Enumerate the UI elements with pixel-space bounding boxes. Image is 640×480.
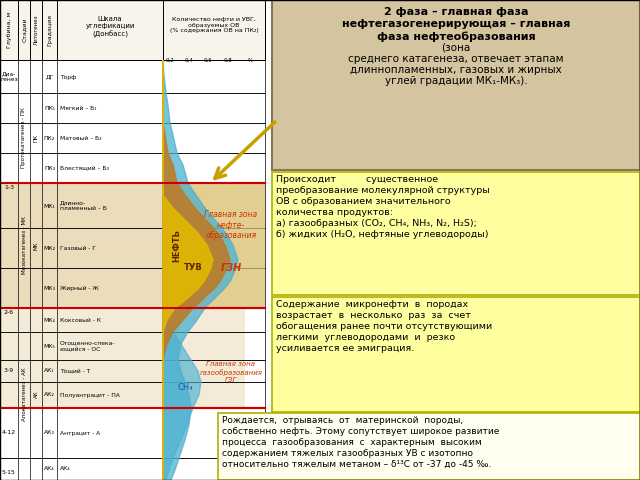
Text: углей градации МК₁-МК₃).: углей градации МК₁-МК₃). [385,76,527,86]
Text: Полуантрацит - ПА: Полуантрацит - ПА [60,393,120,397]
Text: 3-9: 3-9 [4,369,14,373]
Text: МК₅: МК₅ [44,344,56,348]
Text: относительно тяжелым метаном – δ¹³C от -37 до -45 ‰.: относительно тяжелым метаном – δ¹³C от -… [222,460,492,469]
Text: возрастает  в  несколько  раз  за  счет: возрастает в несколько раз за счет [276,311,471,320]
Text: Мягкий – Б₁: Мягкий – Б₁ [60,106,97,110]
Text: Содержание  микронефти  в  породах: Содержание микронефти в породах [276,300,468,309]
Text: преобразование молекулярной структуры: преобразование молекулярной структуры [276,186,490,195]
Text: Блестящий – Б₃: Блестящий – Б₃ [60,166,109,170]
Text: ПК₃: ПК₃ [44,166,55,170]
Text: ПК₂: ПК₂ [44,135,55,141]
Text: б) жидких (H₂O, нефтяные углеводороды): б) жидких (H₂O, нефтяные углеводороды) [276,230,488,239]
Text: Шкала
углефикации
(Донбасс): Шкала углефикации (Донбасс) [85,16,134,38]
Text: МК₁: МК₁ [44,204,56,208]
Text: Протокатагенез - ПК: Протокатагенез - ПК [22,108,26,168]
Polygon shape [163,60,230,480]
Text: 5-15: 5-15 [2,470,16,475]
Text: МК: МК [33,241,38,250]
Text: 1-3: 1-3 [4,185,14,190]
Text: Жирный - Ж: Жирный - Ж [60,286,99,290]
Text: Диа-
генез: Диа- генез [0,71,18,82]
Text: а) газообразных (CO₂, CH₄, NH₃, N₂, H₂S);: а) газообразных (CO₂, CH₄, NH₃, N₂, H₂S)… [276,219,477,228]
Text: Отощенно-спека-
ющийся - ОС: Отощенно-спека- ющийся - ОС [60,341,115,351]
Text: усиливается ее эмиграция.: усиливается ее эмиграция. [276,344,414,353]
Text: ОВ с образованием значительного: ОВ с образованием значительного [276,197,451,206]
Text: собственно нефть. Этому сопутствует широкое развитие: собственно нефть. Этому сопутствует широ… [222,427,499,436]
Text: АК₁: АК₁ [44,369,55,373]
Text: АК₄: АК₄ [60,467,71,471]
Text: АК₃: АК₃ [44,431,55,435]
Text: ГЗН: ГЗН [220,263,242,273]
Text: фаза нефтеобразования: фаза нефтеобразования [377,31,535,41]
Text: количества продуктов:: количества продуктов: [276,208,393,217]
Text: Литогенез: Литогенез [33,15,38,45]
Bar [272,0,640,170]
Bar [272,172,640,295]
Text: 4-12: 4-12 [2,431,16,435]
Text: МК₃: МК₃ [44,286,56,290]
Text: обогащения ранее почти отсутствующими: обогащения ранее почти отсутствующими [276,322,492,331]
Text: Газовый - Г: Газовый - Г [60,245,96,251]
Text: ПК: ПК [33,134,38,142]
Bar [272,297,640,412]
Text: МК₄: МК₄ [44,317,56,323]
Polygon shape [163,60,213,480]
Text: %: % [248,58,253,63]
Polygon shape [163,60,201,480]
Text: ТУВ: ТУВ [184,264,202,273]
Text: содержанием тяжелых газообразных УВ с изотопно: содержанием тяжелых газообразных УВ с из… [222,449,473,458]
Text: НЕФТЬ: НЕФТЬ [173,229,182,263]
Bar [0,183,265,308]
Text: ДГ: ДГ [45,74,54,80]
Bar [218,413,640,480]
Text: Длинно-
пламенный – Б: Длинно- пламенный – Б [60,201,107,211]
Bar [0,308,245,408]
Bar [0,0,265,60]
Text: Главная зона
нефте-
образования: Главная зона нефте- образования [204,210,257,240]
Text: нефтегазогенерирующая – главная: нефтегазогенерирующая – главная [342,19,570,29]
Text: (зона: (зона [442,43,470,53]
Text: 0,2: 0,2 [166,58,174,63]
Text: Коксовый - К: Коксовый - К [60,317,101,323]
Text: процесса  газообразования  с  характерным  высоким: процесса газообразования с характерным в… [222,438,482,447]
Text: АК₄: АК₄ [44,467,55,471]
Text: Главная зона
газообразования
ГЗГ: Главная зона газообразования ГЗГ [200,361,262,383]
Text: Мезокатагенез - МК: Мезокатагенез - МК [22,216,26,275]
Text: СН₄: СН₄ [177,383,193,392]
Bar [163,183,265,308]
Text: Апокатагенез - АК: Апокатагенез - АК [22,367,26,421]
Text: 0,5: 0,5 [204,58,212,63]
Text: Матовый – Б₂: Матовый – Б₂ [60,135,102,141]
Text: Антрацит - А: Антрацит - А [60,431,100,435]
Text: Тощий - Т: Тощий - Т [60,369,90,373]
Text: длиннопламенных, газовых и жирных: длиннопламенных, газовых и жирных [350,65,562,75]
Text: 2-6: 2-6 [4,310,14,315]
Text: 0,4: 0,4 [184,58,193,63]
Text: Градация: Градация [47,14,52,46]
Text: легкими  углеводородами  и  резко: легкими углеводородами и резко [276,333,455,342]
Text: 0,8: 0,8 [223,58,232,63]
Text: Рождается,  отрываясь  от  материнской  породы,: Рождается, отрываясь от материнской поро… [222,416,463,425]
Text: Глубина, м: Глубина, м [6,12,12,48]
Text: среднего катагенеза, отвечает этапам: среднего катагенеза, отвечает этапам [348,54,564,64]
Text: Количество нефти и УВГ,
образуемых ОВ
(% содержания ОВ на ПК₂): Количество нефти и УВГ, образуемых ОВ (%… [170,17,259,33]
Text: АК₂: АК₂ [44,393,55,397]
Text: ПК₁: ПК₁ [44,106,55,110]
Text: Торф: Торф [60,74,76,80]
Bar [0,0,265,480]
Text: Стадии: Стадии [22,18,26,42]
Polygon shape [163,60,238,480]
Text: АК: АК [33,390,38,398]
Text: МК₂: МК₂ [44,245,56,251]
Text: 2 фаза – главная фаза: 2 фаза – главная фаза [384,7,528,17]
Text: Происходит          существенное: Происходит существенное [276,175,438,184]
